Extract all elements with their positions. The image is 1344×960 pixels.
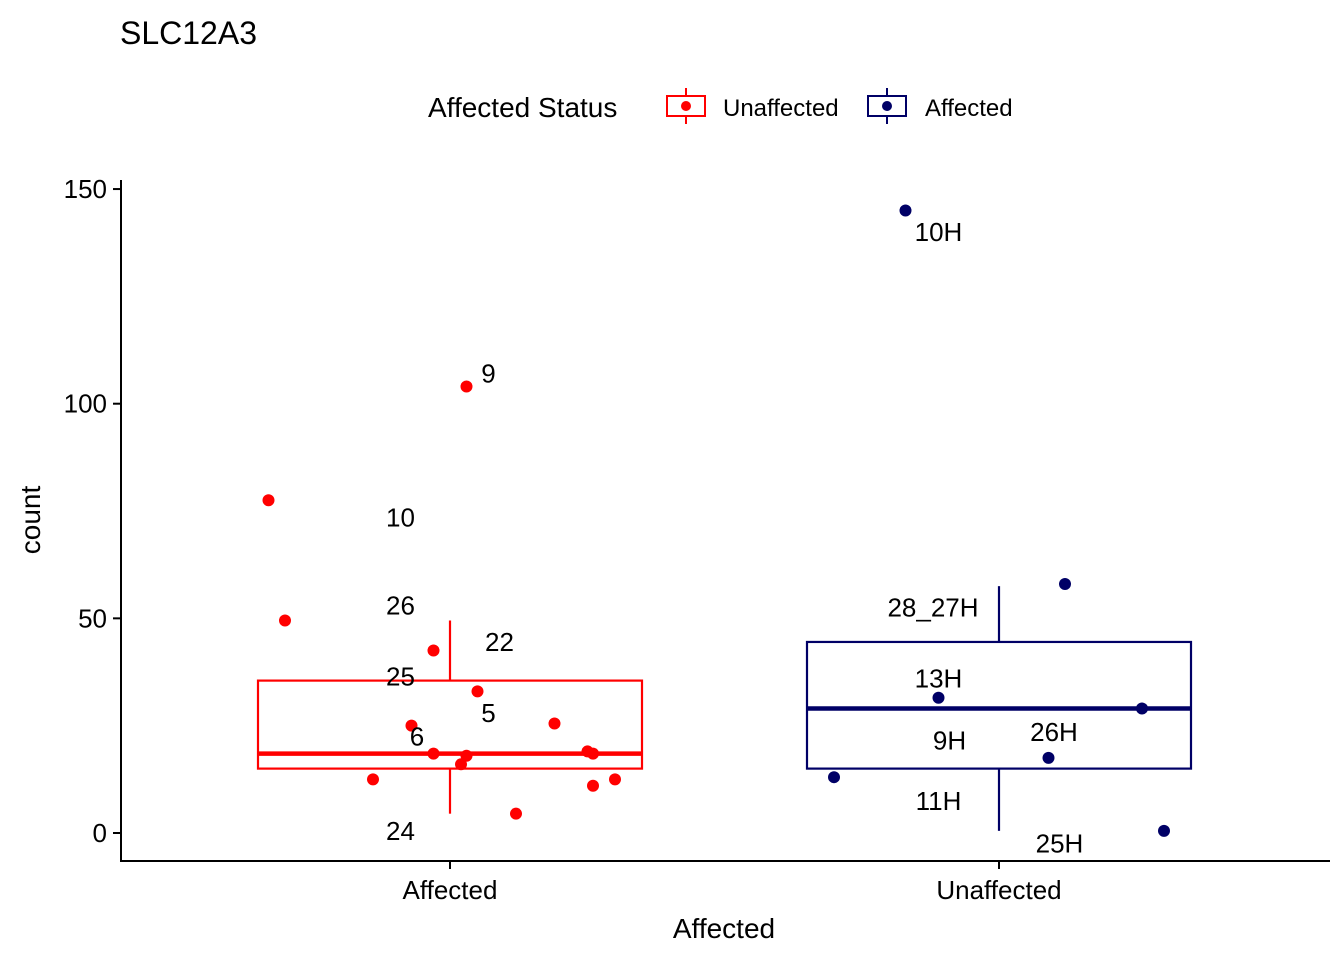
point-label: 5 [481,698,495,728]
chart-title: SLC12A3 [120,15,257,51]
point-label: 11H [916,786,962,816]
point-label: 10 [386,502,415,532]
plot-area: 9 10 26 22 25 5 6 24 10H 28_27H 13H 26H 9H 11H 25H [256,204,1193,859]
box-iqr [805,640,1193,770]
data-point [367,773,379,786]
point-label: 25H [1036,829,1084,859]
point-label: 9 [481,359,495,389]
x-tick-label: Affected [403,875,498,905]
box-iqr [256,679,644,770]
data-point [460,380,473,393]
legend-title: Affected Status [428,92,617,123]
point-label: 28_27H [887,593,978,623]
data-point [828,771,840,784]
data-point [262,494,275,507]
y-tick-label: 50 [78,603,107,633]
point-label: 13H [915,663,963,693]
data-point [899,204,912,217]
data-point [471,685,484,698]
data-point [427,747,440,760]
data-point [548,717,561,730]
data-point [932,691,945,704]
point-label: 26H [1030,717,1078,747]
box-affected [256,620,644,814]
legend-label-unaffected: Unaffected [723,95,839,122]
data-point [1158,824,1170,837]
data-point [609,773,621,786]
data-point [427,644,440,657]
data-point [587,747,599,760]
y-axis-title: count [15,486,46,555]
point-label: 25 [386,661,415,691]
legend-label-affected: Affected [925,95,1013,122]
data-point [1042,751,1055,764]
point-label: 22 [485,627,514,657]
data-point [455,758,467,771]
data-point [587,779,599,792]
legend-key-unaffected [666,88,706,124]
legend-key-affected [867,88,907,124]
point-label: 24 [386,816,415,846]
data-point [1136,702,1148,715]
data-point [405,719,418,732]
axis-ticks: 0 50 100 150 Affected Unaffected [64,174,1062,905]
x-tick-label: Unaffected [936,875,1061,905]
data-point [279,614,291,627]
box-unaffected [805,586,1193,831]
point-label: 6 [410,721,424,751]
point-label: 9H [933,726,966,756]
x-axis-title: Affected [673,913,775,944]
y-tick-label: 150 [64,174,107,204]
point-label: 10H [915,217,963,247]
data-point [510,807,522,820]
point-label: 26 [386,590,415,620]
y-tick-label: 100 [64,389,107,419]
data-point [460,749,473,762]
data-point [1059,578,1071,591]
y-tick-label: 0 [93,818,107,848]
legend: Affected Status Unaffected Affected [428,88,1013,124]
